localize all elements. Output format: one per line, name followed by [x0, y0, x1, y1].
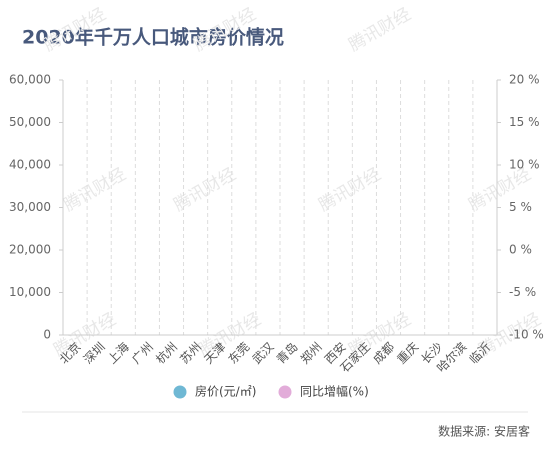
y2-tick-label: -10 % [509, 328, 544, 342]
legend-swatch [278, 385, 292, 399]
legend-label: 房价(元/㎡) [195, 384, 256, 399]
y-tick-label: 20,000 [9, 243, 51, 257]
y2-tick-label: 5 % [509, 200, 532, 214]
y2-tick-label: 0 % [509, 243, 532, 257]
y2-tick-label: -5 % [509, 285, 536, 299]
x-tick-label: 广州 [129, 340, 156, 367]
watermark: 腾讯财经 [61, 164, 130, 215]
chart-title: 2020年千万人口城市房价情况 [22, 26, 284, 49]
y2-tick-label: 10 % [509, 158, 540, 172]
watermark: 腾讯财经 [346, 4, 415, 55]
x-tick-label: 上海 [104, 339, 132, 367]
y2-tick-label: 15 % [509, 115, 540, 129]
legend-label: 同比增幅(%) [300, 384, 369, 399]
y-tick-label: 10,000 [9, 285, 51, 299]
y-tick-label: 40,000 [9, 158, 51, 172]
watermark: 腾讯财经 [316, 164, 385, 215]
x-tick-label: 重庆 [394, 340, 421, 367]
x-tick-label: 杭州 [153, 339, 181, 367]
source: 数据来源: 安居客 [438, 424, 530, 439]
x-tick-label: 青岛 [273, 339, 301, 367]
y-tick-label: 0 [43, 328, 51, 342]
y-tick-label: 60,000 [9, 73, 51, 87]
x-tick-label: 郑州 [297, 339, 325, 367]
watermark: 腾讯财经 [171, 164, 240, 215]
legend-swatch [173, 385, 187, 399]
x-tick-label: 武汉 [250, 340, 277, 367]
y-tick-label: 50,000 [9, 115, 51, 129]
y-tick-label: 30,000 [9, 200, 51, 214]
y2-tick-label: 20 % [509, 73, 540, 87]
